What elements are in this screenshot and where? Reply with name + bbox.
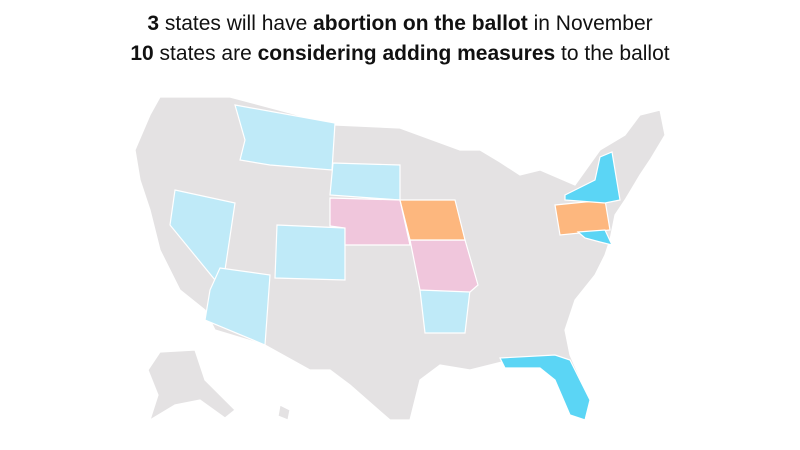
text: to the ballot xyxy=(555,42,670,65)
text: states are xyxy=(153,42,258,65)
south-dakota xyxy=(329,162,401,201)
arkansas xyxy=(419,289,471,334)
iowa xyxy=(399,199,466,241)
missouri xyxy=(409,239,479,293)
bold-text: 3 xyxy=(147,12,160,35)
text: states will have xyxy=(159,12,314,35)
bold-text: abortion on the ballot xyxy=(313,12,528,35)
new-york xyxy=(564,151,621,204)
colorado xyxy=(274,224,346,281)
us-outline xyxy=(134,96,666,421)
hawaii xyxy=(277,404,291,421)
montana xyxy=(234,104,336,171)
alaska xyxy=(147,349,236,422)
maryland xyxy=(576,229,614,246)
arizona xyxy=(204,267,271,346)
bold-text: 10 xyxy=(130,42,154,65)
title-line-2: 10 states are considering adding measure… xyxy=(0,42,800,66)
text: in November xyxy=(527,12,653,35)
florida xyxy=(499,354,591,421)
bold-text: considering adding measures xyxy=(257,42,556,65)
title-line-1: 3 states will have abortion on the ballo… xyxy=(0,12,800,36)
